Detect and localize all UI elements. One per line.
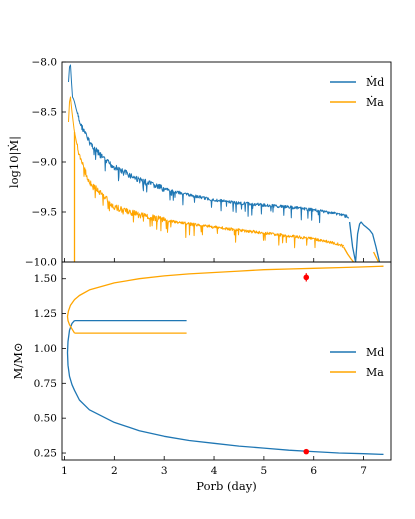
top-series-3-line	[343, 246, 355, 262]
top-panel: −8.0 −8.5 −9.0 −9.5 −10.0 log10|Ṁ| Ṁd Ṁa	[7, 57, 392, 269]
bot-xtick-label: 2	[111, 465, 118, 477]
legend-label: Ṁd	[366, 75, 384, 89]
legend-label: Ṁa	[366, 95, 384, 109]
bottom-points-group	[303, 273, 310, 455]
bot-ytick-label: 1.50	[34, 273, 57, 285]
bot-xtick-label: 7	[360, 465, 367, 477]
bot-series-0-line	[66, 320, 384, 456]
top-ytick-label: −9.5	[32, 207, 58, 219]
bot-xtick-label: 3	[161, 465, 168, 477]
bottom-series-group	[66, 265, 384, 456]
top-series-0-line	[68, 64, 350, 224]
bot-ytick-label: 1.25	[34, 308, 57, 320]
bot-plot-area	[66, 265, 384, 456]
bottom-panel: 0.25 0.50 0.75 1.00 1.25 1.50 1 2 3 4 5 6 7 M/M⊙ Por…	[11, 261, 392, 493]
top-series-group	[68, 64, 381, 262]
bot-xtick-label: 6	[310, 465, 317, 477]
top-y-axis-label: log10|Ṁ|	[7, 136, 22, 188]
legend-label: Ma	[366, 366, 384, 379]
bottom-ticks-group: 0.25 0.50 0.75 1.00 1.25 1.50 1 2 3 4 5 6 7	[34, 273, 367, 477]
bot-xtick-label: 1	[61, 465, 68, 477]
data-point	[303, 274, 310, 281]
bot-ytick-label: 0.50	[34, 413, 57, 425]
bottom-legend: Md Ma	[330, 346, 384, 379]
legend-label: Md	[366, 346, 384, 359]
bot-series-2-line	[66, 265, 384, 334]
top-axes-frame	[61, 61, 392, 263]
bot-xtick-label: 5	[261, 465, 268, 477]
top-ticks-group: −8.0 −8.5 −9.0 −9.5 −10.0	[25, 57, 364, 269]
bot-ytick-label: 0.25	[34, 448, 57, 460]
bottom-x-axis-label: Porb (day)	[196, 479, 256, 493]
top-ytick-label: −8.5	[32, 107, 58, 119]
data-point	[303, 448, 310, 455]
bottom-axes-frame	[61, 261, 392, 461]
bot-xtick-label: 4	[211, 465, 218, 477]
top-series-2-line	[68, 96, 345, 249]
top-legend: Ṁd Ṁa	[330, 75, 384, 109]
top-ytick-label: −8.0	[32, 57, 58, 69]
top-series-5-line	[373, 251, 380, 262]
bot-ytick-label: 1.00	[34, 343, 57, 355]
top-series-1-line	[348, 221, 381, 262]
bot-ytick-label: 0.75	[34, 378, 57, 390]
top-ytick-label: −9.0	[32, 157, 58, 169]
bottom-y-axis-label: M/M⊙	[11, 342, 25, 379]
top-ytick-label: −10.0	[25, 257, 57, 269]
top-plot-area	[68, 64, 381, 262]
